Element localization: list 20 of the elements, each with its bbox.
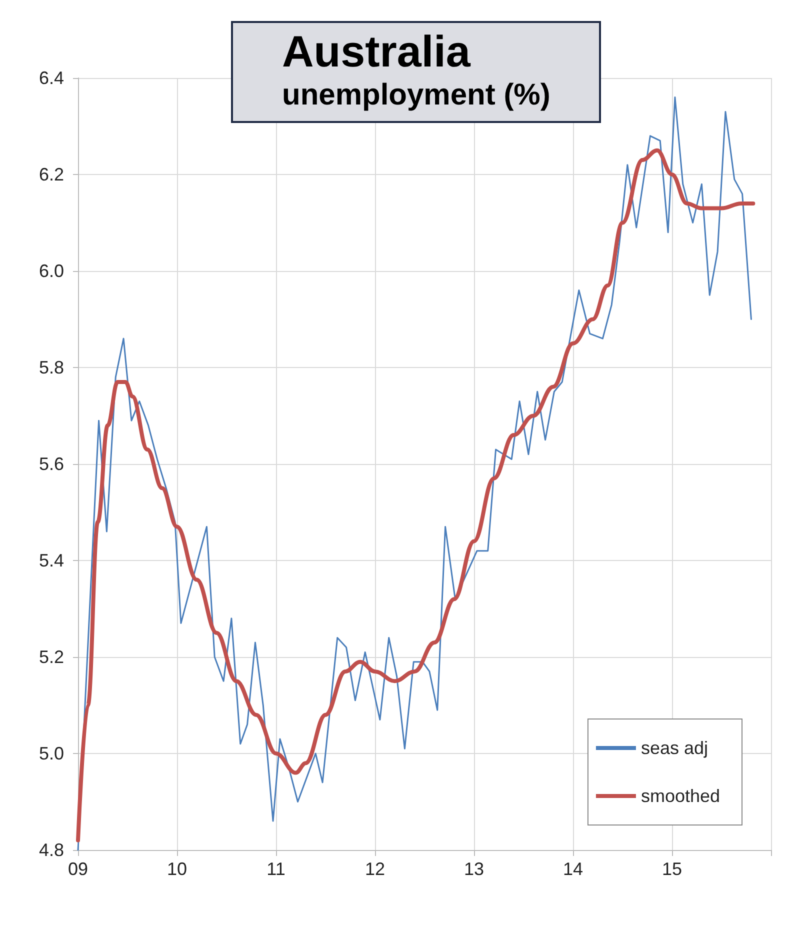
y-tick-label: 4.8: [38, 840, 64, 860]
chart-subtitle: unemployment (%): [282, 78, 550, 112]
chart-title: Australia: [282, 28, 471, 76]
x-tick-label: 12: [364, 859, 386, 879]
x-tick-label: 09: [68, 859, 88, 879]
legend-label: seas adj: [640, 738, 708, 758]
y-tick-label: 6.4: [38, 68, 64, 88]
x-tick-label: 14: [562, 859, 584, 879]
y-tick-label: 5.2: [38, 647, 64, 667]
y-tick-label: 5.8: [38, 358, 64, 378]
y-tick-label: 5.4: [38, 550, 64, 570]
y-tick-label: 6.0: [38, 261, 64, 281]
y-tick-label: 6.2: [38, 164, 64, 184]
legend-label: smoothed: [640, 786, 720, 806]
x-tick-label: 15: [662, 859, 682, 879]
x-tick-label: 13: [464, 859, 484, 879]
y-tick-label: 5.6: [38, 454, 64, 474]
x-tick-label: 10: [166, 859, 188, 879]
y-tick-label: 5.0: [38, 744, 64, 764]
x-tick-label: 11: [266, 859, 286, 879]
